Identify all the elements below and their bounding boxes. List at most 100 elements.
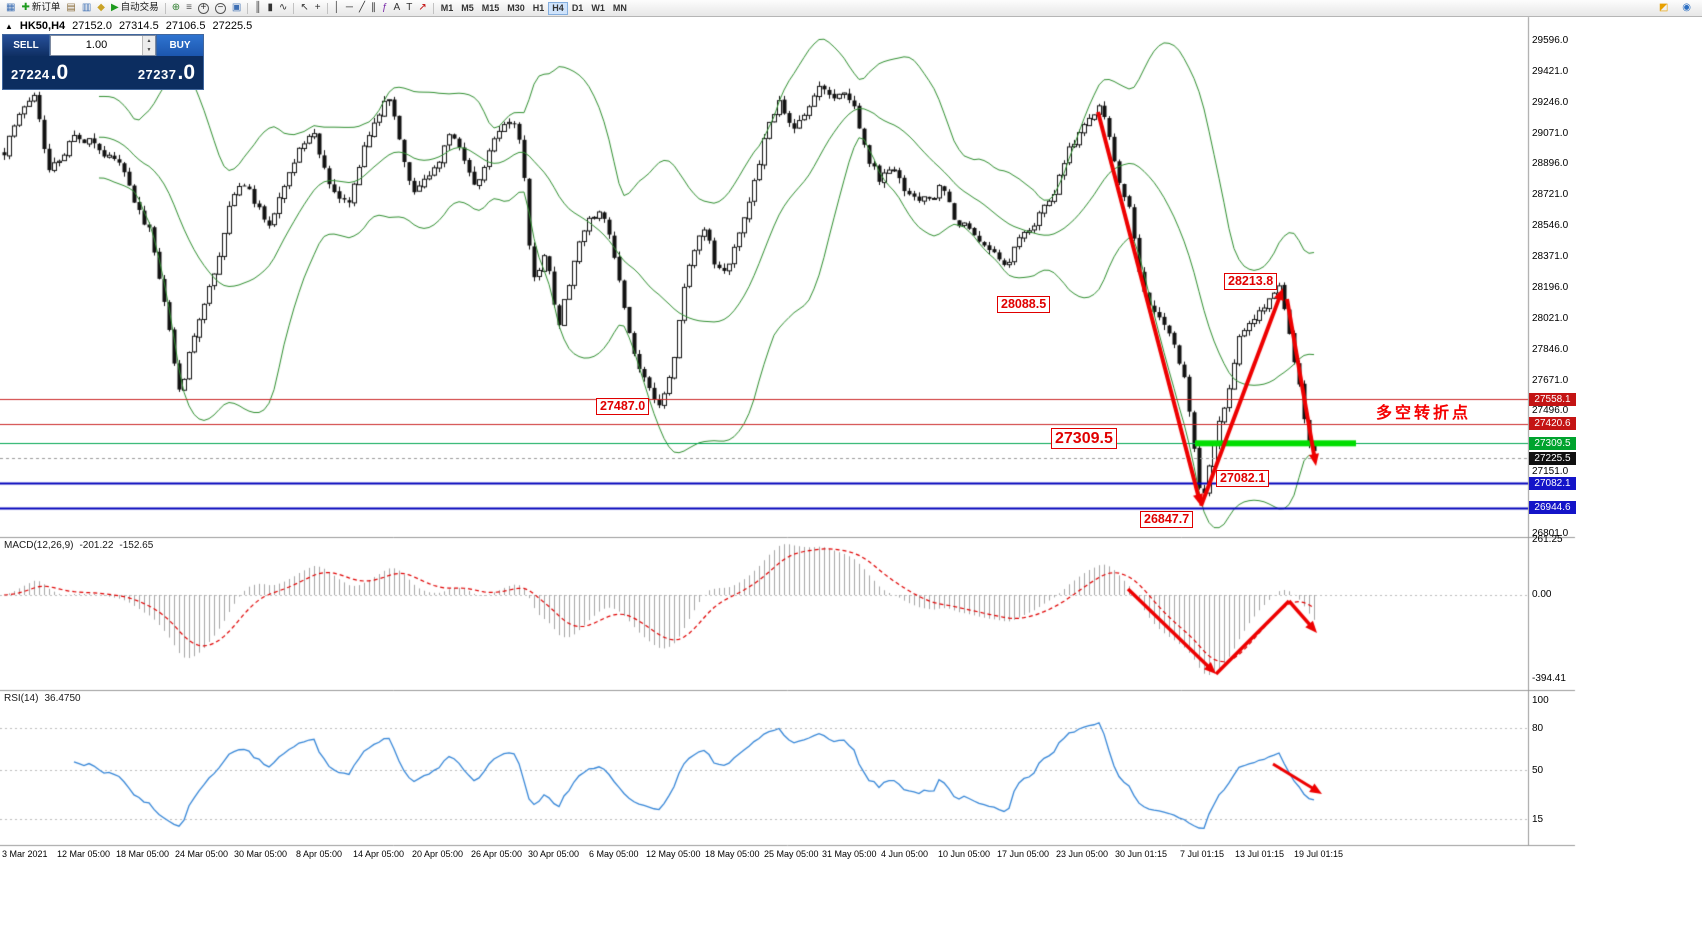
timeframe-button-h1[interactable]: H1 — [529, 2, 549, 15]
zoom-out-icon[interactable]: − — [212, 1, 229, 15]
autotrading-button[interactable]: ▶ 自动交易 — [108, 1, 162, 15]
timeframe-button-m15[interactable]: M15 — [478, 2, 504, 15]
text-icon: A — [393, 2, 401, 13]
time-axis-label: 10 Jun 05:00 — [938, 849, 991, 859]
ohlc-open: 27152.0 — [72, 20, 112, 32]
toolbar: ▦ ✚ 新订单 ▤ ▥ ◆ ▶ 自动交易 ⊕ ≡ + − ▣ ║ ▮ ∿ ↖ + │ ─ ╱ ∥ ƒ A T ↗ M1 M5 M15 M3… — [0, 0, 1702, 17]
market-watch-icon: ▥ — [81, 2, 92, 13]
time-axis-label: 12 May 05:00 — [646, 849, 701, 859]
price-axis-label: 29246.0 — [1532, 96, 1569, 108]
volume-field[interactable]: 1.00 ▲ ▼ — [50, 35, 156, 56]
price-axis-label: 27846.0 — [1532, 343, 1569, 355]
time-axis-label: 30 Apr 05:00 — [528, 849, 580, 859]
timeframe-button-w1[interactable]: W1 — [587, 2, 609, 15]
fibonacci-icon: ƒ — [381, 2, 388, 13]
price-tag: 27309.5 — [1529, 436, 1576, 450]
new-chart-icon: ▦ — [6, 2, 16, 13]
account-icon[interactable]: ◉ — [1679, 1, 1694, 15]
cursor-icon[interactable]: ↖ — [297, 1, 311, 15]
price-callout: 26847.7 — [1140, 511, 1194, 528]
rsi-axis-label: 15 — [1532, 814, 1544, 825]
time-axis-label: 18 May 05:00 — [705, 849, 760, 859]
timeframe-button-mn[interactable]: MN — [609, 2, 631, 15]
timeframe-button-m1[interactable]: M1 — [437, 2, 458, 15]
price-axis-label: 28021.0 — [1532, 312, 1569, 324]
price-callout: 27082.1 — [1216, 470, 1270, 487]
one-click-panel-toggle-icon[interactable]: ▲ — [5, 21, 13, 31]
time-axis-label: 26 Apr 05:00 — [471, 849, 523, 859]
price-axis-label: 27151.0 — [1532, 466, 1569, 478]
price-tag: 27225.5 — [1529, 451, 1576, 465]
rsi-indicator-label: RSI(14) 36.4750 — [4, 693, 81, 704]
price-callout: 27487.0 — [596, 398, 650, 415]
time-axis-label: 3 Mar 2021 — [2, 849, 48, 859]
alerts-icon[interactable]: ◩ — [1656, 1, 1671, 15]
fibonacci-icon[interactable]: ƒ — [379, 1, 391, 15]
candlestick-chart-icon[interactable]: ▮ — [264, 1, 276, 15]
rsi-axis-label: 50 — [1532, 765, 1544, 776]
volume-down-button[interactable]: ▼ — [143, 45, 155, 55]
price-tag: 27558.1 — [1529, 392, 1576, 406]
new-order-button[interactable]: ✚ 新订单 — [18, 1, 63, 15]
volume-spinner: ▲ ▼ — [142, 36, 155, 55]
tile-windows-icon: ▣ — [231, 2, 242, 13]
timeframe-button-d1[interactable]: D1 — [568, 2, 588, 15]
price-axis-label: 28546.0 — [1532, 220, 1569, 232]
bar-chart-icon: ║ — [254, 2, 262, 13]
line-chart-icon: ∿ — [278, 2, 288, 13]
price-axis-label: 27496.0 — [1532, 405, 1569, 417]
rsi-value: 36.4750 — [44, 693, 81, 704]
buy-price: 27237.0 — [137, 61, 195, 84]
new-order-icon: ✚ — [21, 2, 30, 13]
metaeditor-icon[interactable]: ◆ — [94, 1, 108, 15]
candlestick-chart-icon: ▮ — [267, 2, 273, 13]
time-axis-label: 17 Jun 05:00 — [997, 849, 1050, 859]
profiles-icon[interactable]: ▤ — [63, 1, 78, 15]
channel-icon[interactable]: ∥ — [368, 1, 379, 15]
time-axis-label: 25 May 05:00 — [764, 849, 819, 859]
line-chart-icon[interactable]: ∿ — [276, 1, 290, 15]
bar-chart-icon[interactable]: ║ — [251, 1, 264, 15]
timeframe-button-m5[interactable]: M5 — [457, 2, 478, 15]
macd-axis-label: -394.41 — [1532, 673, 1566, 684]
volume-up-button[interactable]: ▲ — [143, 36, 155, 46]
crosshair-icon: + — [314, 2, 321, 13]
objects-list-icon[interactable]: ≡ — [183, 1, 195, 15]
vertical-line-icon[interactable]: │ — [331, 1, 343, 15]
time-axis-label: 18 Mar 05:00 — [116, 849, 170, 859]
crosshair-icon[interactable]: + — [312, 1, 324, 15]
text-label-icon[interactable]: T — [403, 1, 415, 15]
horizontal-line-icon: ─ — [345, 2, 353, 13]
time-axis-label: 8 Apr 05:00 — [296, 849, 343, 859]
time-axis-label: 24 Mar 05:00 — [175, 849, 229, 859]
price-axis-label: 29071.0 — [1532, 127, 1569, 139]
toolbar-separator — [164, 2, 166, 14]
trendline-icon[interactable]: ╱ — [356, 1, 368, 15]
toolbar-separator — [432, 2, 434, 14]
buy-button[interactable]: BUY — [156, 35, 203, 56]
tile-windows-icon[interactable]: ▣ — [229, 1, 244, 15]
zoom-in-icon[interactable]: + — [195, 1, 212, 15]
arrows-icon[interactable]: ↗ — [415, 1, 429, 15]
macd-axis-label: 261.25 — [1532, 534, 1563, 545]
time-axis-label: 31 May 05:00 — [822, 849, 877, 859]
trendline-icon: ╱ — [358, 2, 365, 13]
macd-main-value: -201.22 — [79, 540, 114, 551]
timeframe-button-m30[interactable]: M30 — [503, 2, 529, 15]
sell-button[interactable]: SELL — [3, 35, 50, 56]
rsi-axis-label: 100 — [1532, 695, 1549, 706]
time-axis-label: 6 May 05:00 — [589, 849, 639, 859]
indicators-icon[interactable]: ⊕ — [169, 1, 183, 15]
vertical-line-icon: │ — [333, 2, 340, 13]
market-watch-icon[interactable]: ▥ — [79, 1, 94, 15]
text-icon[interactable]: A — [391, 1, 404, 15]
horizontal-line-icon[interactable]: ─ — [343, 1, 356, 15]
price-axis-label: 26801.0 — [1532, 528, 1569, 540]
price-axis-label: 28721.0 — [1532, 189, 1569, 201]
timeframe-button-h4[interactable]: H4 — [548, 1, 568, 15]
price-axis-label: 28371.0 — [1532, 251, 1569, 263]
new-chart-icon[interactable]: ▦ — [3, 1, 18, 15]
volume-value[interactable]: 1.00 — [85, 39, 108, 51]
time-axis-label: 14 Apr 05:00 — [353, 849, 405, 859]
